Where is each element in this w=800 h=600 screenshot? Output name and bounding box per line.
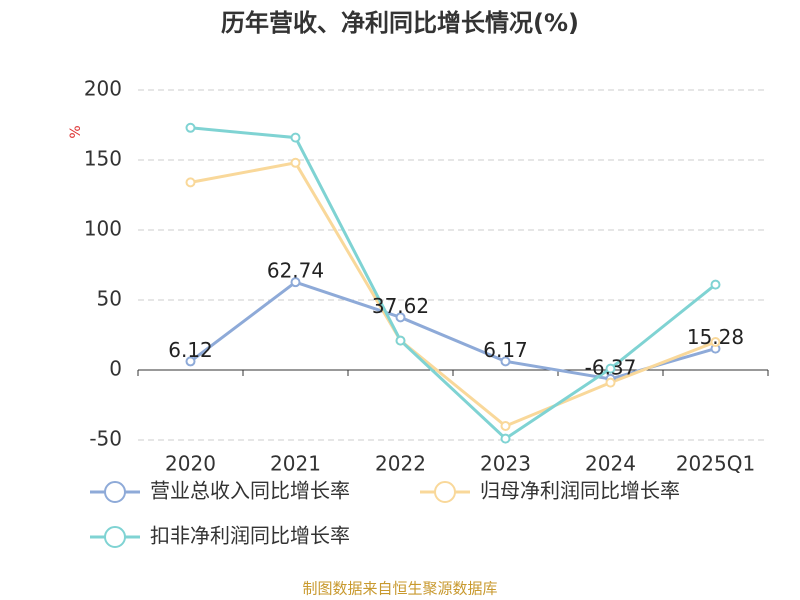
source-note: 制图数据来自恒生聚源数据库 [302,580,497,598]
legend-label: 营业总收入同比增长率 [150,479,350,503]
point [185,356,196,367]
series-line [190,161,717,428]
data-label: 37.62 [372,294,429,318]
legend-marker [104,526,126,548]
data-label: 6.12 [168,338,213,362]
series-line [189,280,716,381]
data-label: -6.37 [585,355,637,379]
x-tick-label: 2022 [375,452,426,476]
x-tick-label: 2020 [165,452,216,476]
y-tick-label: 150 [84,147,122,171]
y-tick-label: 200 [84,77,122,101]
point [290,277,301,288]
point [710,279,721,290]
y-axis-label: % [68,125,84,138]
legend-label: 归母净利润同比增长率 [480,479,680,503]
x-tick-label: 2025Q1 [676,452,755,476]
y-tick-label: -50 [89,427,122,451]
point [500,433,511,444]
data-label: 6.17 [483,338,528,362]
data-label: 15.28 [687,325,744,349]
point [605,363,616,374]
point [605,377,616,388]
y-tick-label: 50 [97,287,122,311]
point [290,157,301,168]
point [395,312,406,323]
x-tick-label: 2021 [270,452,321,476]
x-tick-label: 2023 [480,452,531,476]
point [185,177,196,188]
legend-label: 扣非净利润同比增长率 [150,524,350,548]
point [500,356,511,367]
series-line [190,126,717,441]
legend-marker [104,481,126,503]
point [395,335,406,346]
legend-marker [434,481,456,503]
x-tick-label: 2024 [585,452,636,476]
data-label: 62.74 [267,259,324,283]
point [290,132,301,143]
y-tick-label: 100 [84,217,122,241]
point [710,337,721,347]
point [500,421,511,431]
point [185,122,196,133]
chart-title: 历年营收、净利同比增长情况(%) [221,9,579,37]
y-tick-label: 0 [109,357,122,381]
